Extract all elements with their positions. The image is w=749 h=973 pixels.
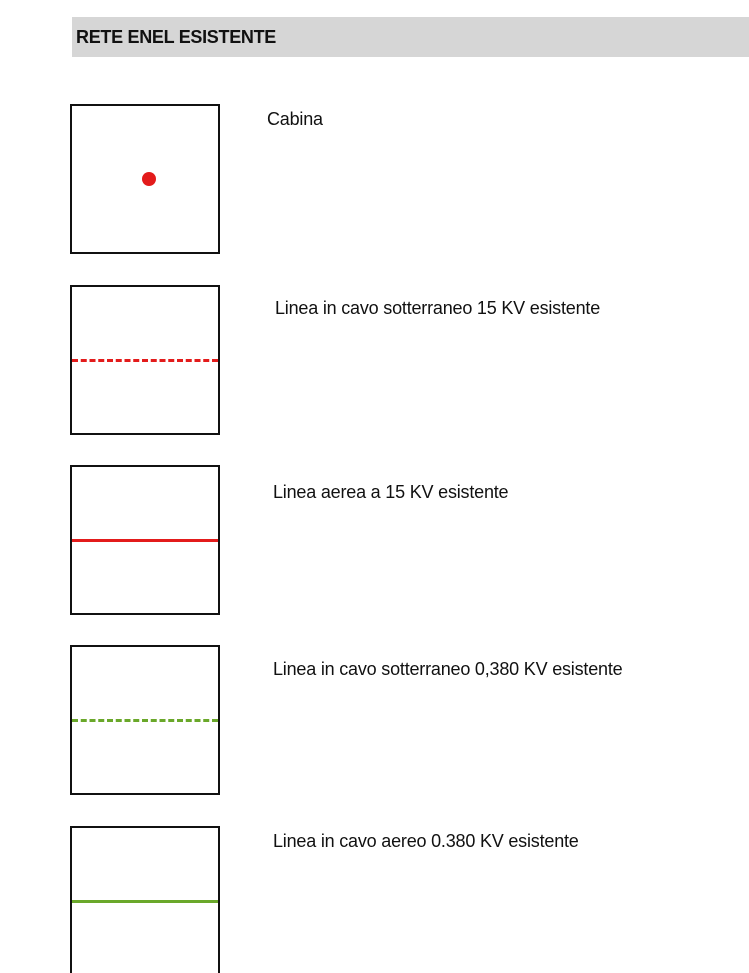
- legend-title: RETE ENEL ESISTENTE: [76, 27, 277, 47]
- legend-header: RETE ENEL ESISTENTE: [72, 17, 749, 57]
- legend-label-underground-15kv: Linea in cavo sotterraneo 15 KV esistent…: [275, 298, 601, 318]
- symbol-box-overhead-15kv: [70, 465, 220, 615]
- underground-15kv-line-symbol: [72, 359, 218, 362]
- symbol-box-underground-15kv: [70, 285, 220, 435]
- legend-label-underground-0380kv: Linea in cavo sotterraneo 0,380 KV esist…: [273, 659, 623, 679]
- underground-0380kv-line-symbol: [72, 719, 218, 722]
- symbol-box-underground-0380kv: [70, 645, 220, 795]
- symbol-box-cabina: [70, 104, 220, 254]
- legend-label-overhead-15kv: Linea aerea a 15 KV esistente: [273, 482, 509, 502]
- cabina-point-symbol: [142, 172, 156, 186]
- symbol-box-overhead-cable-0380kv: [70, 826, 220, 973]
- overhead-cable-0380kv-line-symbol: [72, 900, 218, 903]
- legend-label-overhead-cable-0380kv: Linea in cavo aereo 0.380 KV esistente: [273, 831, 579, 851]
- legend-label-cabina: Cabina: [267, 109, 323, 129]
- overhead-15kv-line-symbol: [72, 539, 218, 542]
